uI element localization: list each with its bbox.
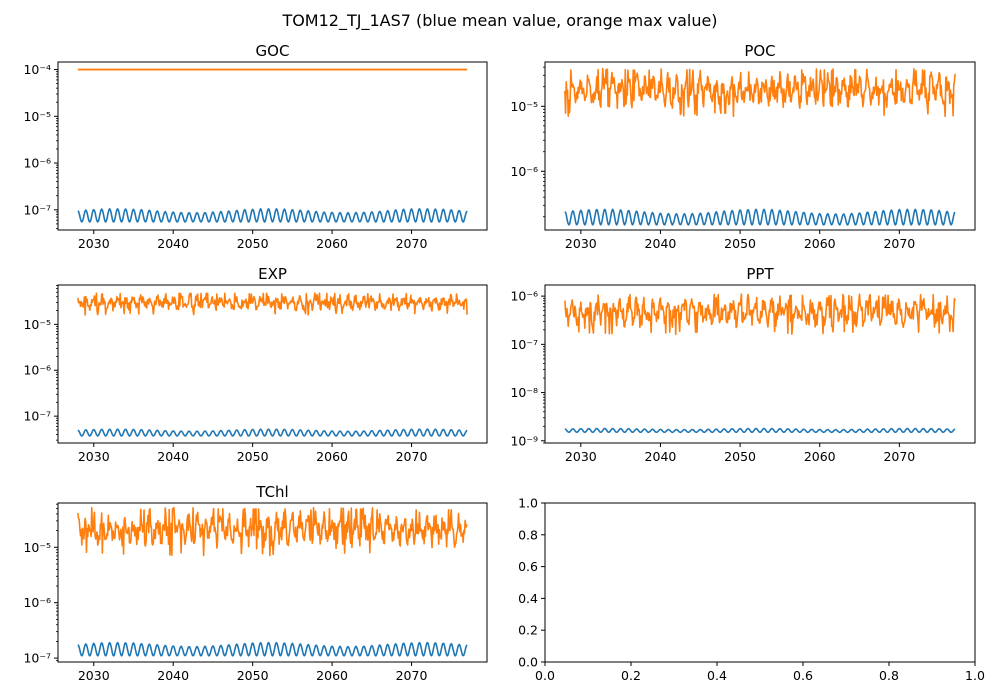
x-tick-label: 2040: [645, 449, 677, 464]
y-tick-label: 10⁻⁵: [510, 99, 538, 114]
x-tick-label: 2040: [157, 236, 189, 251]
y-tick-label: 10⁻⁶: [510, 164, 538, 179]
max-series-line: [564, 293, 956, 336]
x-tick-label: 2060: [316, 236, 348, 251]
x-tick-label: 2030: [565, 449, 597, 464]
y-tick-label: 0.2: [518, 623, 538, 638]
y-tick-label: 10⁻⁷: [510, 337, 538, 352]
y-tick-label: 10⁻⁶: [23, 156, 51, 171]
x-tick-label: 0.4: [707, 668, 727, 683]
y-tick-label: 1.0: [518, 496, 538, 511]
y-tick-label: 0.8: [518, 527, 538, 542]
x-tick-label: 2050: [724, 236, 756, 251]
axes-frame: [544, 61, 976, 231]
x-tick-label: 2070: [396, 449, 428, 464]
subplot-poc: POC 2030 2040 2050 2060 2070 10⁻⁶ 10⁻⁵: [510, 42, 976, 251]
x-tick-label: 2030: [565, 236, 597, 251]
y-tick-label: 10⁻⁶: [23, 595, 51, 610]
axes-frame: [544, 502, 976, 663]
x-tick-label: 0.0: [535, 668, 555, 683]
y-tick-label: 0.4: [518, 591, 538, 606]
y-tick-label: 10⁻⁶: [510, 289, 538, 304]
x-tick-label: 0.6: [793, 668, 813, 683]
x-tick-label: 2060: [316, 668, 348, 683]
subplot-goc: GOC 2030 2040 2050 2060 2070 10⁻⁷ 10⁻⁶ 10⁻⁵ 10⁻⁴: [23, 42, 488, 251]
mean-series-line: [564, 208, 956, 226]
max-series-line: [564, 67, 956, 118]
x-tick-label: 1.0: [965, 668, 985, 683]
y-tick-label: 10⁻⁵: [23, 317, 51, 332]
mean-series-line: [77, 428, 468, 437]
x-tick-label: 2050: [237, 668, 269, 683]
subplots: GOC 2030 2040 2050 2060 2070 10⁻⁷ 10⁻⁶ 10⁻⁵ 10⁻⁴ P…: [23, 42, 984, 683]
x-tick-label: 2050: [237, 236, 269, 251]
x-tick-label: 2060: [804, 449, 836, 464]
subplot-tchl: TChl 2030 2040 2050 2060 2070 10⁻⁷ 10⁻⁶ 10⁻⁵: [23, 483, 488, 683]
x-tick-label: 0.2: [621, 668, 641, 683]
subplot-exp: EXP 2030 2040 2050 2060 2070 10⁻⁷ 10⁻⁶ 10⁻⁵: [23, 265, 488, 464]
subplot-title: GOC: [256, 42, 290, 60]
mean-series-line: [77, 641, 468, 657]
x-tick-label: 2030: [78, 449, 110, 464]
y-tick-label: 0.0: [518, 655, 538, 670]
subplot-title: TChl: [255, 483, 288, 501]
max-series-line: [77, 506, 468, 557]
x-tick-label: 2050: [237, 449, 269, 464]
subplot-title: PPT: [746, 265, 774, 283]
x-tick-label: 2040: [157, 668, 189, 683]
figure-title: TOM12_TJ_1AS7 (blue mean value, orange m…: [281, 11, 717, 31]
axes-frame: [544, 284, 976, 444]
axes-frame: [57, 61, 488, 231]
y-tick-label: 10⁻⁶: [23, 363, 51, 378]
y-tick-label: 10⁻⁵: [23, 540, 51, 555]
y-tick-label: 10⁻⁵: [23, 109, 51, 124]
subplot-title: EXP: [258, 265, 287, 283]
subplot-empty: 0.0 0.2 0.4 0.6 0.8 1.0 0.0 0.2 0.4 0.6 0.8 1.0: [518, 496, 985, 684]
x-tick-label: 2060: [316, 449, 348, 464]
subplot-ppt: PPT 2030 2040 2050 2060 2070 10⁻⁹ 10⁻⁸ 10⁻⁷ 10⁻⁶: [510, 265, 976, 464]
max-series-line: [77, 292, 468, 316]
x-tick-label: 2040: [157, 449, 189, 464]
x-tick-label: 2030: [78, 668, 110, 683]
subplot-title: POC: [744, 42, 775, 60]
axes-frame: [57, 284, 488, 444]
mean-series-line: [564, 427, 956, 434]
y-tick-label: 10⁻⁸: [510, 385, 538, 400]
x-tick-label: 2060: [804, 236, 836, 251]
x-tick-label: 2070: [396, 236, 428, 251]
y-tick-label: 10⁻⁷: [23, 409, 51, 424]
x-tick-label: 2050: [724, 449, 756, 464]
x-tick-label: 2070: [883, 236, 915, 251]
y-tick-label: 10⁻⁹: [510, 433, 538, 448]
x-tick-label: 2070: [396, 668, 428, 683]
x-tick-label: 2070: [883, 449, 915, 464]
y-tick-label: 10⁻⁷: [23, 202, 51, 217]
y-tick-label: 10⁻⁴: [23, 62, 51, 77]
mean-series-line: [77, 208, 468, 223]
x-tick-label: 2040: [645, 236, 677, 251]
x-tick-label: 2030: [78, 236, 110, 251]
y-tick-label: 0.6: [518, 559, 538, 574]
x-tick-label: 0.8: [879, 668, 899, 683]
axes-frame: [57, 502, 488, 663]
y-tick-label: 10⁻⁷: [23, 651, 51, 666]
